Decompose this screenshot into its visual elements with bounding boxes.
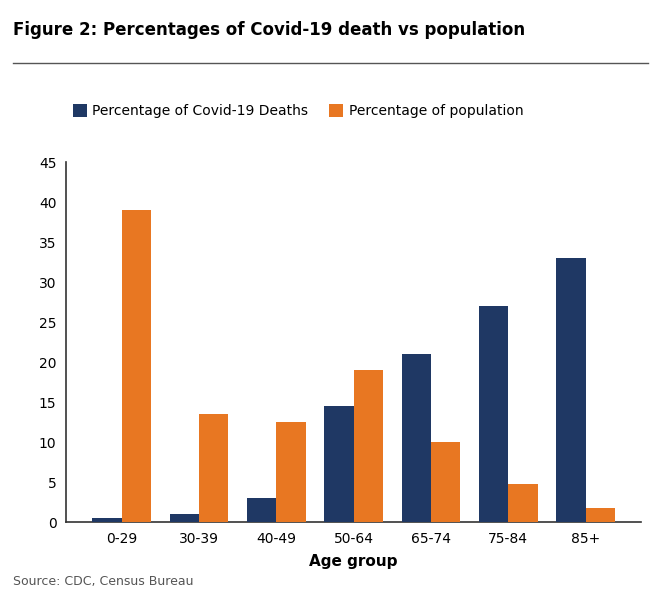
Bar	[325, 406, 354, 522]
X-axis label: Age group: Age group	[309, 554, 398, 569]
Bar	[122, 210, 151, 522]
Bar	[508, 484, 537, 522]
Bar	[431, 442, 460, 522]
Bar	[93, 518, 122, 522]
Bar	[479, 306, 508, 522]
Text: Source: CDC, Census Bureau: Source: CDC, Census Bureau	[13, 575, 194, 588]
Bar	[247, 498, 276, 522]
Legend: Percentage of Covid-19 Deaths, Percentage of population: Percentage of Covid-19 Deaths, Percentag…	[73, 104, 524, 118]
Bar	[354, 370, 383, 522]
Text: Figure 2: Percentages of Covid-19 death vs population: Figure 2: Percentages of Covid-19 death …	[13, 21, 525, 39]
Bar	[276, 422, 305, 522]
Bar	[199, 414, 228, 522]
Bar	[170, 514, 199, 522]
Bar	[586, 508, 615, 522]
Bar	[402, 354, 431, 522]
Bar	[557, 258, 586, 522]
